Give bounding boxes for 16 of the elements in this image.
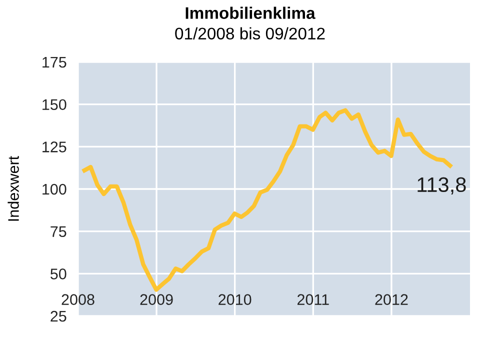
y-axis-title: Indexwert bbox=[8, 156, 19, 221]
y-tick-label: 150 bbox=[42, 99, 66, 110]
data-label: 113,8 bbox=[418, 177, 466, 195]
x-tick-label: 2012 bbox=[375, 294, 408, 305]
y-tick-label: 100 bbox=[42, 184, 66, 195]
chart-subtitle: 01/2008 bis 09/2012 bbox=[175, 27, 325, 40]
y-tick-label: 50 bbox=[50, 268, 66, 280]
y-tick-label: 175 bbox=[42, 57, 66, 68]
x-tick-label: 2009 bbox=[140, 294, 173, 305]
x-tick-label: 2008 bbox=[62, 294, 94, 305]
x-tick-label: 2010 bbox=[218, 294, 252, 305]
y-tick-label: 25 bbox=[50, 310, 66, 322]
y-tick-label: 125 bbox=[42, 142, 66, 152]
y-tick-label: 75 bbox=[50, 226, 66, 238]
chart-title: Immobilienklima bbox=[186, 6, 316, 19]
x-tick-label: 2011 bbox=[297, 294, 329, 305]
